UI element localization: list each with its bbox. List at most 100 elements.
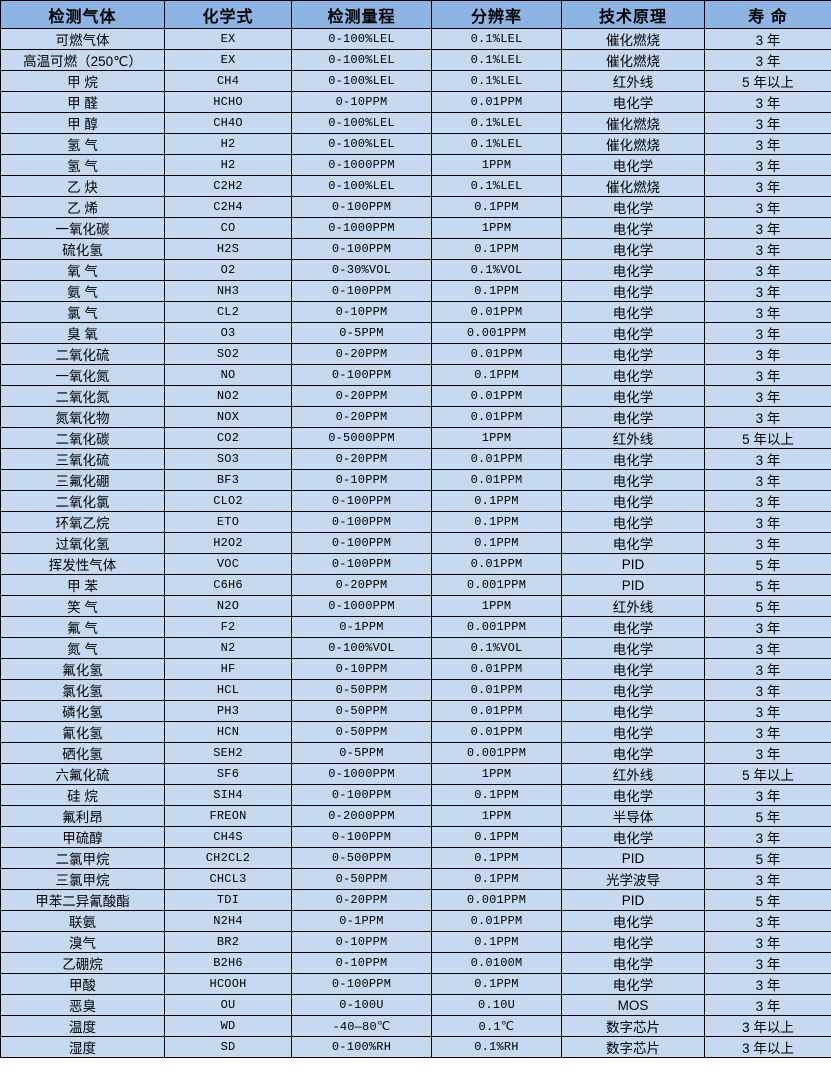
cell-range: 0-100%LEL [291,49,432,71]
cell-life: 3 年 [704,469,831,491]
cell-range: 0-2000PPM [291,805,432,827]
cell-gas: 二氧化氯 [0,490,165,512]
table-row: 氮 气 N2 0-100%VOL 0.1%VOL 电化学 3 年 [0,637,831,659]
cell-range: 0-100PPM [291,532,432,554]
cell-life: 3 年 [704,721,831,743]
table-row: 可燃气体 EX 0-100%LEL 0.1%LEL 催化燃烧 3 年 [0,28,831,50]
cell-form: SO2 [164,343,292,365]
cell-tech: 电化学 [561,91,705,113]
cell-res: 0.1PPM [431,511,562,533]
cell-life: 3 年 [704,343,831,365]
cell-tech: 电化学 [561,385,705,407]
cell-gas: 氢 气 [0,154,165,176]
cell-tech: 电化学 [561,322,705,344]
cell-form: EX [164,49,292,71]
cell-gas: 硅 烷 [0,784,165,806]
cell-life: 5 年 [704,847,831,869]
column-header-range: 检测量程 [291,0,432,29]
cell-range: 0-10PPM [291,931,432,953]
cell-tech: 电化学 [561,280,705,302]
cell-range: 0-100PPM [291,364,432,386]
table-row: 二氯甲烷 CH2CL2 0-500PPM 0.1PPM PID 5 年 [0,847,831,869]
table-row: 氟利昂 FREON 0-2000PPM 1PPM 半导体 5 年 [0,805,831,827]
cell-tech: PID [561,574,705,596]
cell-gas: 甲苯二异氰酸酯 [0,889,165,911]
table-row: 甲 醇 CH4O 0-100%LEL 0.1%LEL 催化燃烧 3 年 [0,112,831,134]
cell-tech: 电化学 [561,343,705,365]
cell-range: 0-1PPM [291,910,432,932]
cell-gas: 乙 烯 [0,196,165,218]
cell-range: 0-10PPM [291,301,432,323]
column-header-gas: 检测气体 [0,0,165,29]
cell-tech: 电化学 [561,259,705,281]
cell-gas: 三氧化硫 [0,448,165,470]
cell-res: 0.1PPM [431,973,562,995]
cell-res: 0.01PPM [431,91,562,113]
table-row: 硫化氢 H2S 0-100PPM 0.1PPM 电化学 3 年 [0,238,831,260]
cell-life: 3 年 [704,616,831,638]
cell-tech: 电化学 [561,469,705,491]
cell-form: N2 [164,637,292,659]
cell-form: SEH2 [164,742,292,764]
cell-res: 1PPM [431,595,562,617]
cell-range: 0-50PPM [291,700,432,722]
table-header-row: 检测气体 化学式 检测量程 分辨率 技术原理 寿 命 [0,0,831,29]
cell-res: 0.1PPM [431,196,562,218]
cell-tech: PID [561,553,705,575]
cell-gas: 氟 气 [0,616,165,638]
cell-form: CH4O [164,112,292,134]
cell-res: 0.001PPM [431,742,562,764]
cell-form: H2 [164,133,292,155]
cell-gas: 氰化氢 [0,721,165,743]
table-row: 二氧化碳 CO2 0-5000PPM 1PPM 红外线 5 年以上 [0,427,831,449]
cell-range: 0-50PPM [291,868,432,890]
cell-gas: 二氧化硫 [0,343,165,365]
cell-gas: 湿度 [0,1036,165,1058]
cell-form: CH4 [164,70,292,92]
cell-range: 0-20PPM [291,406,432,428]
cell-range: 0-1000PPM [291,595,432,617]
cell-res: 0.1%LEL [431,133,562,155]
cell-form: OU [164,994,292,1016]
cell-range: 0-100PPM [291,490,432,512]
cell-gas: 氯 气 [0,301,165,323]
table-row: 硒化氢 SEH2 0-5PPM 0.001PPM 电化学 3 年 [0,742,831,764]
cell-life: 3 年 [704,406,831,428]
cell-res: 1PPM [431,763,562,785]
cell-res: 0.1%LEL [431,70,562,92]
cell-form: HF [164,658,292,680]
cell-life: 5 年 [704,553,831,575]
table-row: 环氧乙烷 ETO 0-100PPM 0.1PPM 电化学 3 年 [0,511,831,533]
cell-tech: 红外线 [561,595,705,617]
cell-range: 0-10PPM [291,658,432,680]
cell-range: 0-10PPM [291,91,432,113]
cell-tech: 电化学 [561,364,705,386]
cell-tech: 电化学 [561,532,705,554]
cell-form: SD [164,1036,292,1058]
table-row: 乙硼烷 B2H6 0-10PPM 0.0100M 电化学 3 年 [0,952,831,974]
cell-life: 3 年 [704,511,831,533]
table-row: 三氧化硫 SO3 0-20PPM 0.01PPM 电化学 3 年 [0,448,831,470]
cell-res: 0.1PPM [431,490,562,512]
cell-form: WD [164,1015,292,1037]
table-row: 氰化氢 HCN 0-50PPM 0.01PPM 电化学 3 年 [0,721,831,743]
cell-life: 5 年以上 [704,427,831,449]
cell-form: BF3 [164,469,292,491]
cell-life: 3 年 [704,385,831,407]
cell-range: 0-100PPM [291,196,432,218]
cell-life: 3 年 [704,679,831,701]
table-row: 湿度 SD 0-100%RH 0.1%RH 数字芯片 3 年以上 [0,1036,831,1058]
cell-form: SIH4 [164,784,292,806]
cell-tech: 电化学 [561,931,705,953]
cell-res: 0.1%VOL [431,637,562,659]
cell-tech: 催化燃烧 [561,175,705,197]
cell-range: 0-100PPM [291,553,432,575]
cell-life: 3 年以上 [704,1036,831,1058]
column-header-technology: 技术原理 [561,0,705,29]
cell-form: ETO [164,511,292,533]
cell-res: 0.01PPM [431,406,562,428]
cell-form: NO [164,364,292,386]
cell-tech: 光学波导 [561,868,705,890]
cell-life: 3 年 [704,532,831,554]
cell-tech: 电化学 [561,154,705,176]
